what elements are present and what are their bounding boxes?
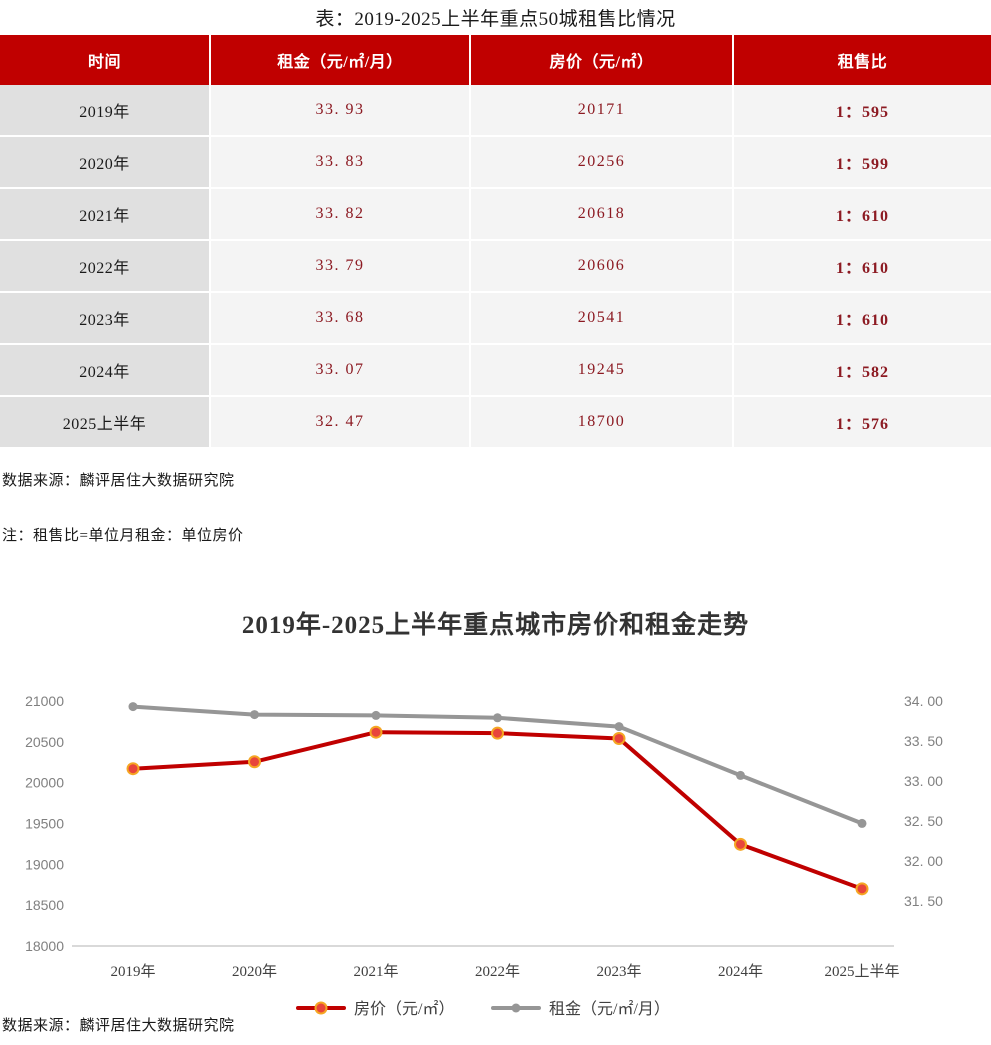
cell-time: 2025上半年 [0,396,211,449]
cell-ratio: 1：610 [733,188,991,241]
right-axis-tick: 33. 50 [904,733,943,749]
cell-rent: 32. 47 [210,396,471,449]
right-axis-tick: 34. 00 [904,693,943,709]
data-point [371,727,381,737]
legend-marker [316,1003,326,1013]
data-point [493,728,502,738]
data-point [857,884,867,894]
cell-time: 2021年 [0,188,211,241]
cell-price: 20171 [470,85,734,137]
cell-rent: 33. 07 [210,344,471,397]
cell-time: 2024年 [0,344,211,397]
left-axis-tick: 18500 [25,897,64,913]
left-axis-tick: 20000 [25,775,64,791]
table-header-time: 时间 [0,35,211,85]
table-row: 2025上半年 32. 47 18700 1：576 [0,396,991,449]
table-source-note: 数据来源：麟评居住大数据研究院 [2,473,235,489]
data-point [371,710,381,720]
cell-ratio: 1：582 [733,344,991,397]
cell-rent: 33. 93 [210,85,471,137]
category-label: 2020年 [232,963,277,980]
cell-ratio: 1：576 [733,396,991,449]
cell-time: 2022年 [0,240,211,293]
left-axis-tick: 19000 [25,856,64,872]
cell-price: 20606 [470,240,734,293]
cell-price: 19245 [470,344,734,397]
data-point [128,764,138,774]
right-axis-tick: 32. 00 [904,853,943,869]
series-line [131,704,864,826]
right-axis-tick: 31. 50 [904,893,943,909]
table-definition-note: 注：租售比=单位月租金：单位房价 [2,528,244,544]
cell-rent: 33. 82 [210,188,471,241]
chart-title: 2019年-2025上半年重点城市房价和租金走势 [241,612,750,639]
data-point [614,733,624,743]
cell-ratio: 1：610 [733,292,991,345]
category-label: 2024年 [718,963,763,980]
cell-time: 2023年 [0,292,211,345]
cell-price: 20256 [470,136,734,189]
table-row: 2023年 33. 68 20541 1：610 [0,292,991,345]
category-label: 2021年 [353,963,398,980]
chart-source-note: 数据来源：麟评居住大数据研究院 [2,1018,235,1034]
table-header-ratio: 租售比 [733,35,991,85]
table-row: 2021年 33. 82 20618 1：610 [0,188,991,241]
legend-label[interactable]: 租金（元/㎡/月） [549,1000,670,1018]
cell-time: 2020年 [0,136,211,189]
category-label: 2022年 [475,963,520,980]
data-point [493,713,502,723]
category-label: 2023年 [596,963,641,980]
data-point [736,839,745,849]
category-label: 2025上半年 [824,963,899,980]
data-point [250,757,259,767]
legend-label[interactable]: 房价（元/㎡） [354,1000,454,1018]
data-point [128,702,138,712]
data-point [614,722,624,732]
rental-ratio-table: 时间 租金（元/㎡/月） 房价（元/㎡） 租售比 2019年 33. 93 20… [0,35,991,449]
table-row: 2022年 33. 79 20606 1：610 [0,240,991,293]
cell-rent: 33. 83 [210,136,471,189]
table-header-price: 房价（元/㎡） [470,35,734,85]
legend-marker [511,1003,521,1013]
category-label: 2019年 [110,963,155,980]
cell-rent: 33. 79 [210,240,471,293]
chart-canvas: 21000 20500 20000 19500 19000 18500 18000 34. 0… [25,693,943,1018]
table-header-rent: 租金（元/㎡/月） [210,35,471,85]
cell-rent: 33. 68 [210,292,471,345]
table-title: 表：2019-2025上半年重点50城租售比情况 [315,9,676,30]
table-header-row: 时间 租金（元/㎡/月） 房价（元/㎡） 租售比 [0,35,991,85]
table-row: 2020年 33. 83 20256 1：599 [0,136,991,189]
table-row: 2024年 33. 07 19245 1：582 [0,344,991,397]
data-point [857,818,867,828]
left-axis-tick: 20500 [25,734,64,750]
right-axis-tick: 32. 50 [904,813,943,829]
cell-ratio: 1：610 [733,240,991,293]
data-point [250,710,259,720]
right-axis-tick: 33. 00 [904,773,943,789]
cell-ratio: 1：595 [733,85,991,137]
series-line [131,730,864,891]
table-row: 2019年 33. 93 20171 1：595 [0,85,991,137]
left-axis-tick: 18000 [25,938,64,954]
data-point [736,770,745,780]
cell-ratio: 1：599 [733,136,991,189]
cell-price: 18700 [470,396,734,449]
left-axis-tick: 21000 [25,693,64,709]
left-axis-tick: 19500 [25,816,64,832]
cell-time: 2019年 [0,85,211,137]
trend-chart: 2019年-2025上半年重点城市房价和租金走势 21000 20500 20000… [0,605,991,1025]
cell-price: 20618 [470,188,734,241]
cell-price: 20541 [470,292,734,345]
